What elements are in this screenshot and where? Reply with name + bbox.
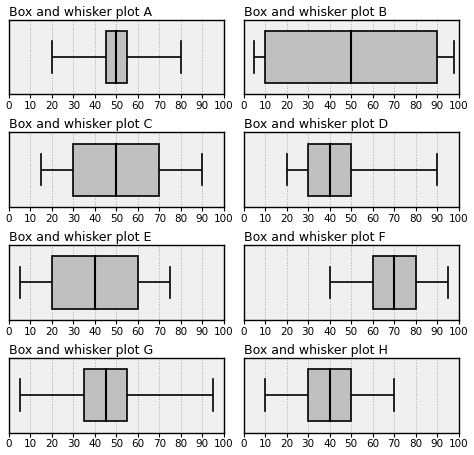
FancyBboxPatch shape (106, 31, 127, 83)
Text: Box and whisker plot F: Box and whisker plot F (244, 231, 385, 244)
Text: Box and whisker plot C: Box and whisker plot C (9, 118, 152, 131)
FancyBboxPatch shape (308, 144, 351, 196)
FancyBboxPatch shape (84, 369, 127, 421)
Text: Box and whisker plot D: Box and whisker plot D (244, 118, 388, 131)
FancyBboxPatch shape (73, 144, 159, 196)
FancyBboxPatch shape (52, 256, 138, 308)
FancyBboxPatch shape (373, 256, 416, 308)
FancyBboxPatch shape (308, 369, 351, 421)
Text: Box and whisker plot A: Box and whisker plot A (9, 5, 152, 19)
Text: Box and whisker plot H: Box and whisker plot H (244, 344, 388, 357)
FancyBboxPatch shape (265, 31, 437, 83)
Text: Box and whisker plot E: Box and whisker plot E (9, 231, 151, 244)
Text: Box and whisker plot B: Box and whisker plot B (244, 5, 387, 19)
Text: Box and whisker plot G: Box and whisker plot G (9, 344, 153, 357)
